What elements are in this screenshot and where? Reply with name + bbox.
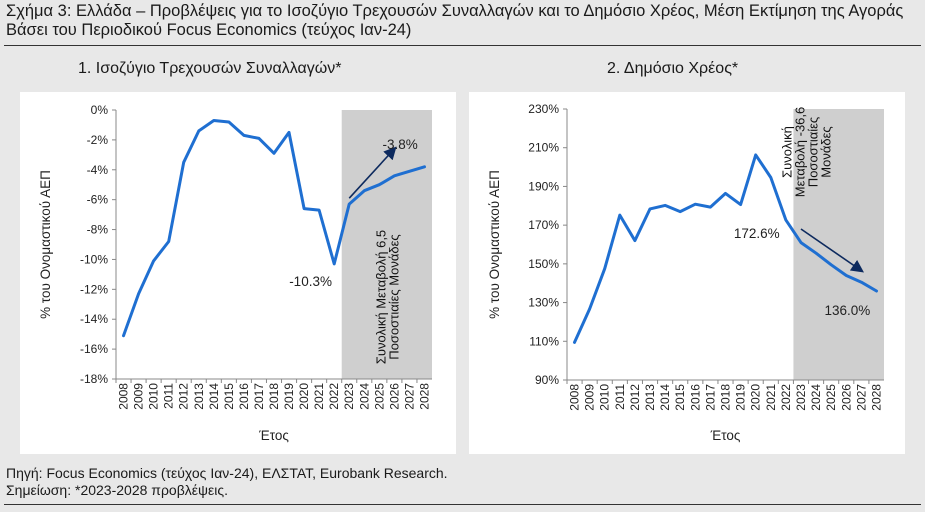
x-tick-label: 2013 [643,384,657,411]
data-label: -3.8% [382,137,417,152]
x-tick-label: 2009 [132,383,146,410]
x-tick-label: 2027 [854,384,868,411]
chart-2-title: 2. Δημόσιο Χρέος* [607,60,739,77]
y-axis-title: % του Ονομαστικού ΑΕΠ [487,170,502,319]
change-arrow [348,146,397,199]
y-tick-label: -4% [87,163,109,177]
bottom-divider [4,504,921,505]
x-axis-title: Έτος [258,428,289,443]
x-tick-label: 2010 [598,384,612,411]
x-tick-label: 2026 [387,383,401,410]
y-tick-label: -16% [80,342,108,356]
x-tick-label: 2025 [824,384,838,411]
y-tick-label: 130% [528,296,559,310]
x-tick-label: 2018 [719,384,733,411]
x-tick-label: 2009 [583,384,597,411]
x-tick-label: 2012 [177,383,191,410]
x-tick-label: 2025 [372,383,386,410]
x-tick-label: 2021 [764,384,778,411]
x-tick-label: 2019 [734,384,748,411]
data-label: -10.3% [289,274,332,289]
y-tick-label: -18% [80,372,108,386]
x-tick-label: 2014 [658,384,672,411]
y-tick-label: -10% [80,252,108,266]
annotation-line: Ποσοστιαίες Μονάδες [387,234,402,359]
x-tick-label: 2008 [117,383,131,410]
annotation-line: Μονάδες [819,126,834,177]
y-tick-label: 230% [528,102,559,116]
footer: Πηγή: Focus Economics (τεύχος Ιαν-24), Ε… [6,465,448,499]
x-tick-label: 2015 [673,384,687,411]
x-tick-label: 2022 [327,383,341,410]
x-tick-label: 2012 [628,384,642,411]
series-line [122,119,426,338]
x-tick-label: 2011 [613,384,627,410]
x-tick-label: 2008 [568,384,582,411]
x-axis-title: Έτος [710,428,741,443]
figure-title: Σχήμα 3: Ελλάδα – Προβλέψεις για το Ισοζ… [6,2,904,39]
chart-2-panel: 230% 210% 190% 170% 150% 130% 110% 90% 2008 2009 2… [469,92,905,454]
x-tick-label: 2023 [794,384,808,411]
top-divider [4,45,921,46]
y-tick-label: 90% [535,373,559,387]
y-tick-label: 110% [529,334,559,348]
forecast-region [793,109,884,380]
y-tick-label: -8% [87,223,109,237]
x-tick-label: 2020 [749,384,763,411]
x-tick-label: 2014 [207,383,221,410]
data-label: 136.0% [824,303,870,318]
current-account-chart: 0%-2%-4%-6%-8%-10%-12%-14%-16%-18%2008 20… [38,103,432,443]
y-tick-label: 170% [528,218,559,232]
source-note: Πηγή: Focus Economics (τεύχος Ιαν-24), Ε… [6,465,448,481]
x-tick-label: 2028 [417,383,431,410]
x-tick-label: 2024 [809,384,823,411]
x-tick-label: 2017 [703,384,717,411]
x-tick-label: 2026 [839,384,853,411]
chart-1-title: 1. Ισοζύγιο Τρεχουσών Συναλλαγών* [78,60,342,77]
change-annotation: Συνολική Μεταβολή 6,5Ποσοστιαίες Μονάδες [374,230,402,364]
chart-1-panel: 0% -2% -4% -6% -8% -10% -12% -14% -16% -18% 2008 20… [20,92,456,454]
x-tick-label: 2013 [192,383,206,410]
x-tick-label: 2016 [688,384,702,411]
change-arrow [800,228,864,273]
y-tick-label: -14% [80,312,108,326]
forecast-note: Σημείωση: *2023-2028 προβλέψεις. [6,482,228,498]
x-tick-label: 2010 [147,383,161,410]
y-tick-label: -2% [87,133,109,147]
x-tick-label: 2028 [869,384,883,411]
x-tick-label: 2027 [402,383,416,410]
annotation-line: Συνολική Μεταβολή 6,5 [374,230,389,364]
x-tick-label: 2022 [779,384,793,411]
y-axis-title: % του Ονομαστικού ΑΕΠ [38,170,53,319]
x-tick-label: 2015 [222,383,236,410]
x-tick-label: 2016 [237,383,251,410]
annotation-line: Συνολική [780,126,795,178]
x-tick-label: 2024 [357,383,371,410]
y-tick-label: 150% [528,257,559,271]
y-tick-label: -12% [80,282,108,296]
y-tick-label: -6% [87,193,109,207]
y-tick-label: 0% [91,103,109,117]
y-tick-label: 190% [528,179,559,193]
annotation-line: Ποσοστιαίες [806,117,821,187]
x-tick-label: 2023 [342,383,356,410]
x-tick-label: 2020 [297,383,311,410]
x-tick-label: 2021 [312,383,326,410]
data-label: 172.6% [734,226,780,241]
x-tick-label: 2011 [162,383,176,409]
y-tick-label: 210% [528,141,559,155]
x-tick-label: 2019 [282,383,296,410]
x-tick-label: 2018 [267,383,281,410]
change-annotation: ΣυνολικήΜεταβολή -36,6ΠοσοστιαίεςΜονάδες [780,107,834,198]
annotation-line: Μεταβολή -36,6 [793,107,808,198]
public-debt-chart: 230%210%190%170%150%130%110%90%2008 2009 2… [487,102,884,443]
x-tick-label: 2017 [252,383,266,410]
